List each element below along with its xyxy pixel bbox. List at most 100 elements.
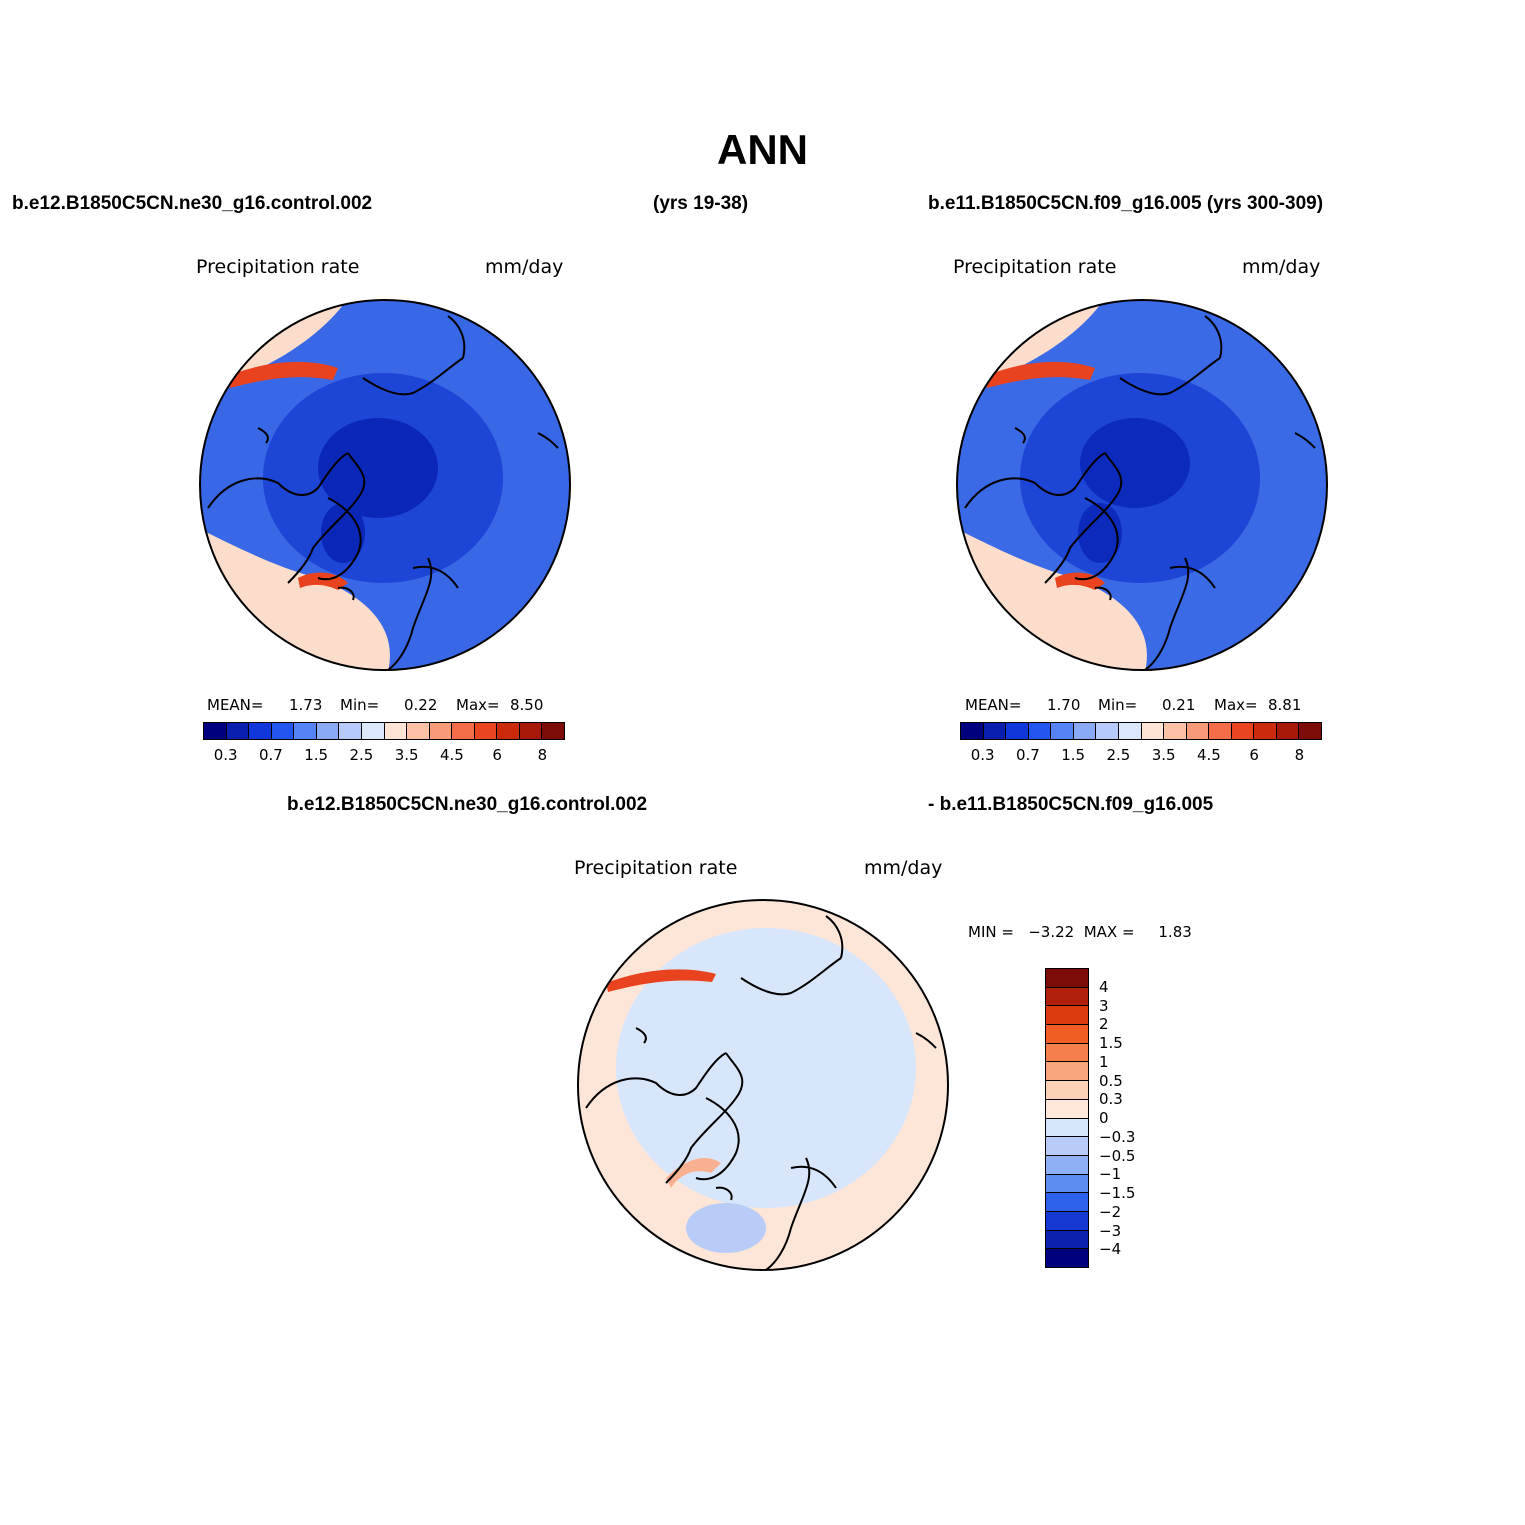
colorbar-swatch xyxy=(1046,1193,1088,1212)
map-boundary-circle xyxy=(199,299,571,671)
colorbar-tick-label: 3.5 xyxy=(394,746,419,764)
colorbar-swatch xyxy=(316,723,340,739)
colorbar-swatch xyxy=(1028,723,1052,739)
diff-case-b: - b.e11.B1850C5CN.f09_g16.005 xyxy=(928,794,1214,815)
right-min-label: Min= xyxy=(1098,696,1138,714)
colorbar-swatch xyxy=(1046,1006,1088,1026)
right-polar-map xyxy=(956,299,1328,671)
map-storm-track xyxy=(985,361,1095,388)
colorbar-swatch xyxy=(1046,987,1088,1007)
map-boundary-circle xyxy=(956,299,1328,671)
colorbar-tick-label: 8 xyxy=(537,746,548,764)
colorbar-swatch xyxy=(1046,1249,1088,1267)
colorbar-tick-label: 3.5 xyxy=(1151,746,1176,764)
colorbar-swatch xyxy=(519,723,543,739)
left-mean-label: MEAN= xyxy=(207,696,264,714)
colorbar-swatch xyxy=(429,723,453,739)
colorbar-swatch xyxy=(1046,1174,1088,1194)
colorbar-tick-label: 4 xyxy=(1099,977,1109,996)
left-units-label: mm/day xyxy=(485,256,564,278)
right-max-value: 8.81 xyxy=(1268,696,1302,714)
colorbar-tick-label: 3 xyxy=(1099,996,1109,1015)
right-variable-label: Precipitation rate xyxy=(953,256,1117,278)
right-mean-label: MEAN= xyxy=(965,696,1022,714)
colorbar-tick-label: 4.5 xyxy=(1196,746,1221,764)
colorbar-swatch xyxy=(1141,723,1165,739)
colorbar-swatch xyxy=(1299,723,1321,739)
colorbar-swatch xyxy=(1118,723,1142,739)
colorbar-tick-label: 6 xyxy=(1249,746,1259,764)
colorbar-swatch xyxy=(407,723,430,739)
colorbar-tick-label: 6 xyxy=(492,746,502,764)
left-colorbar-ticks: 0.3 0.7 1.5 2.5 3.5 4.5 6 8 xyxy=(203,746,565,766)
left-case-name: b.e12.B1850C5CN.ne30_g16.control.002 xyxy=(12,193,373,214)
colorbar-swatch xyxy=(1046,1099,1088,1119)
diff-minmax: MIN = −3.22 MAX = 1.83 xyxy=(968,923,1192,941)
colorbar-swatch xyxy=(961,723,984,739)
left-max-label: Max= xyxy=(456,696,500,714)
colorbar-swatch xyxy=(361,723,385,739)
map-coastlines xyxy=(207,315,559,671)
colorbar-tick-label: −1 xyxy=(1099,1165,1122,1184)
colorbar-tick-label: 2.5 xyxy=(349,746,374,764)
colorbar-swatch xyxy=(1046,1155,1088,1175)
colorbar-tick-label: −1.5 xyxy=(1099,1184,1136,1202)
left-polar-map xyxy=(199,299,571,671)
right-colorbar-ticks: 0.3 0.7 1.5 2.5 3.5 4.5 6 8 xyxy=(960,746,1322,766)
diff-units-label: mm/day xyxy=(864,857,943,879)
colorbar-swatch xyxy=(1096,723,1119,739)
colorbar-tick-label: 1.5 xyxy=(1061,746,1086,764)
right-colorbar xyxy=(960,722,1322,740)
left-variable-label: Precipitation rate xyxy=(196,256,360,278)
colorbar-swatch xyxy=(339,723,362,739)
colorbar-tick-label: 1.5 xyxy=(1099,1034,1123,1052)
map-storm-track-difference xyxy=(606,969,716,992)
left-max-value: 8.50 xyxy=(510,696,544,714)
colorbar-tick-label: 0.5 xyxy=(1099,1071,1123,1090)
colorbar-swatch xyxy=(474,723,498,739)
right-units-label: mm/day xyxy=(1242,256,1321,278)
colorbar-tick-label: −2 xyxy=(1099,1202,1122,1221)
colorbar-swatch xyxy=(1046,1137,1088,1156)
left-stats: MEAN= 1.73 Min= 0.22 Max= 8.50 xyxy=(207,696,547,716)
diff-colorbar-ticks: 4 3 2 1.5 1 0.5 0.3 0 −0.3 −0.5 −1 −1.5 −2 −3 −4 xyxy=(1099,968,1159,1268)
colorbar-tick-label: 0 xyxy=(1099,1109,1109,1127)
diff-variable-label: Precipitation rate xyxy=(574,857,738,879)
colorbar-tick-label: 8 xyxy=(1294,746,1305,764)
colorbar-tick-label: −0.3 xyxy=(1099,1127,1136,1146)
colorbar-swatch xyxy=(542,723,564,739)
colorbar-swatch xyxy=(1046,969,1088,988)
colorbar-swatch xyxy=(1051,723,1074,739)
colorbar-swatch xyxy=(497,723,520,739)
colorbar-swatch xyxy=(271,723,295,739)
colorbar-swatch xyxy=(1276,723,1300,739)
colorbar-swatch xyxy=(983,723,1007,739)
diff-case-a: b.e12.B1850C5CN.ne30_g16.control.002 xyxy=(287,794,648,815)
colorbar-swatch xyxy=(1209,723,1232,739)
map-negative-region xyxy=(616,928,916,1208)
map-boundary-circle xyxy=(577,899,949,1271)
right-min-value: 0.21 xyxy=(1162,696,1196,714)
colorbar-tick-label: 4.5 xyxy=(439,746,464,764)
left-mean-value: 1.73 xyxy=(289,696,323,714)
colorbar-swatch xyxy=(1073,723,1097,739)
right-max-label: Max= xyxy=(1214,696,1258,714)
map-core-dry-region xyxy=(318,418,438,518)
colorbar-swatch xyxy=(226,723,250,739)
right-stats: MEAN= 1.70 Min= 0.21 Max= 8.81 xyxy=(965,696,1305,716)
map-coastlines xyxy=(964,315,1316,671)
diff-colorbar xyxy=(1045,968,1089,1268)
colorbar-tick-label: 1 xyxy=(1099,1052,1109,1071)
colorbar-swatch xyxy=(1046,1025,1088,1044)
colorbar-swatch xyxy=(1046,1043,1088,1063)
colorbar-swatch xyxy=(1046,1062,1088,1082)
left-min-label: Min= xyxy=(340,696,380,714)
map-positive-patch xyxy=(666,1158,721,1188)
colorbar-tick-label: −3 xyxy=(1099,1221,1122,1240)
left-case-years: (yrs 19-38) xyxy=(653,193,749,214)
colorbar-tick-label: −4 xyxy=(1099,1240,1122,1259)
colorbar-tick-label: 2 xyxy=(1099,1015,1109,1034)
colorbar-tick-label: 2.5 xyxy=(1106,746,1131,764)
colorbar-tick-label: 0.7 xyxy=(1015,746,1040,764)
colorbar-swatch xyxy=(294,723,317,739)
